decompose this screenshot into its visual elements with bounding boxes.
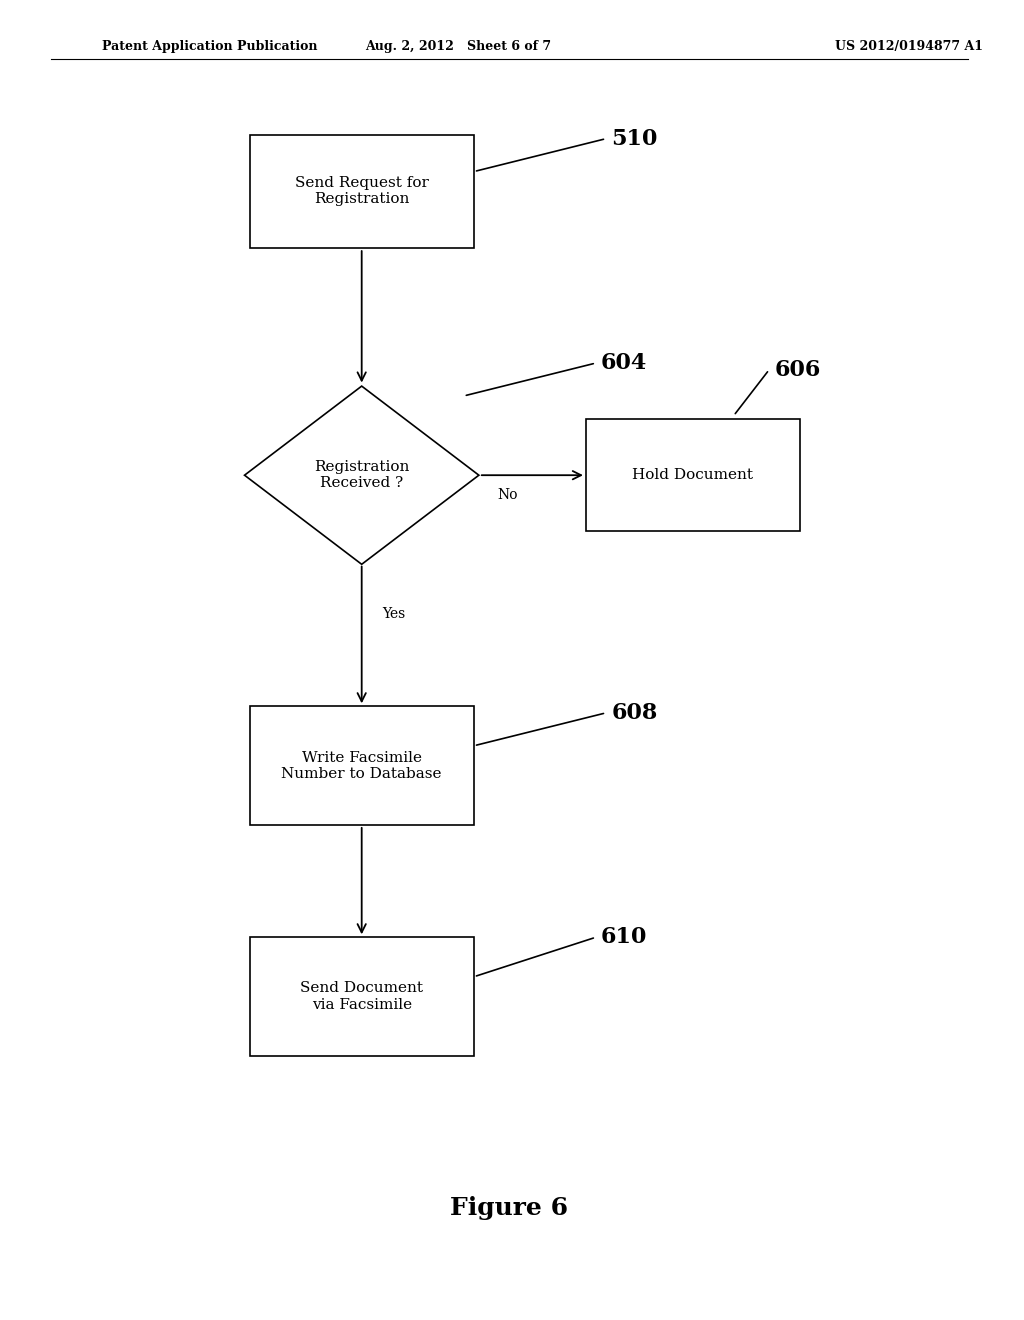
Text: Send Request for
Registration: Send Request for Registration <box>295 177 429 206</box>
Text: 606: 606 <box>774 359 820 380</box>
FancyBboxPatch shape <box>250 706 474 825</box>
FancyBboxPatch shape <box>586 420 800 531</box>
Text: No: No <box>498 488 518 502</box>
FancyBboxPatch shape <box>250 937 474 1056</box>
Text: 510: 510 <box>611 128 657 149</box>
Text: 608: 608 <box>611 702 657 723</box>
Polygon shape <box>245 385 479 565</box>
Text: Hold Document: Hold Document <box>632 469 754 482</box>
Text: US 2012/0194877 A1: US 2012/0194877 A1 <box>836 40 983 53</box>
Text: Aug. 2, 2012   Sheet 6 of 7: Aug. 2, 2012 Sheet 6 of 7 <box>366 40 552 53</box>
Text: Send Document
via Facsimile: Send Document via Facsimile <box>300 982 423 1011</box>
Text: Registration
Received ?: Registration Received ? <box>314 461 410 490</box>
Text: Patent Application Publication: Patent Application Publication <box>101 40 317 53</box>
Text: Write Facsimile
Number to Database: Write Facsimile Number to Database <box>282 751 442 780</box>
Text: 610: 610 <box>601 927 647 948</box>
FancyBboxPatch shape <box>250 135 474 248</box>
Text: 604: 604 <box>601 352 647 374</box>
Text: Figure 6: Figure 6 <box>451 1196 568 1220</box>
Text: Yes: Yes <box>382 607 406 620</box>
